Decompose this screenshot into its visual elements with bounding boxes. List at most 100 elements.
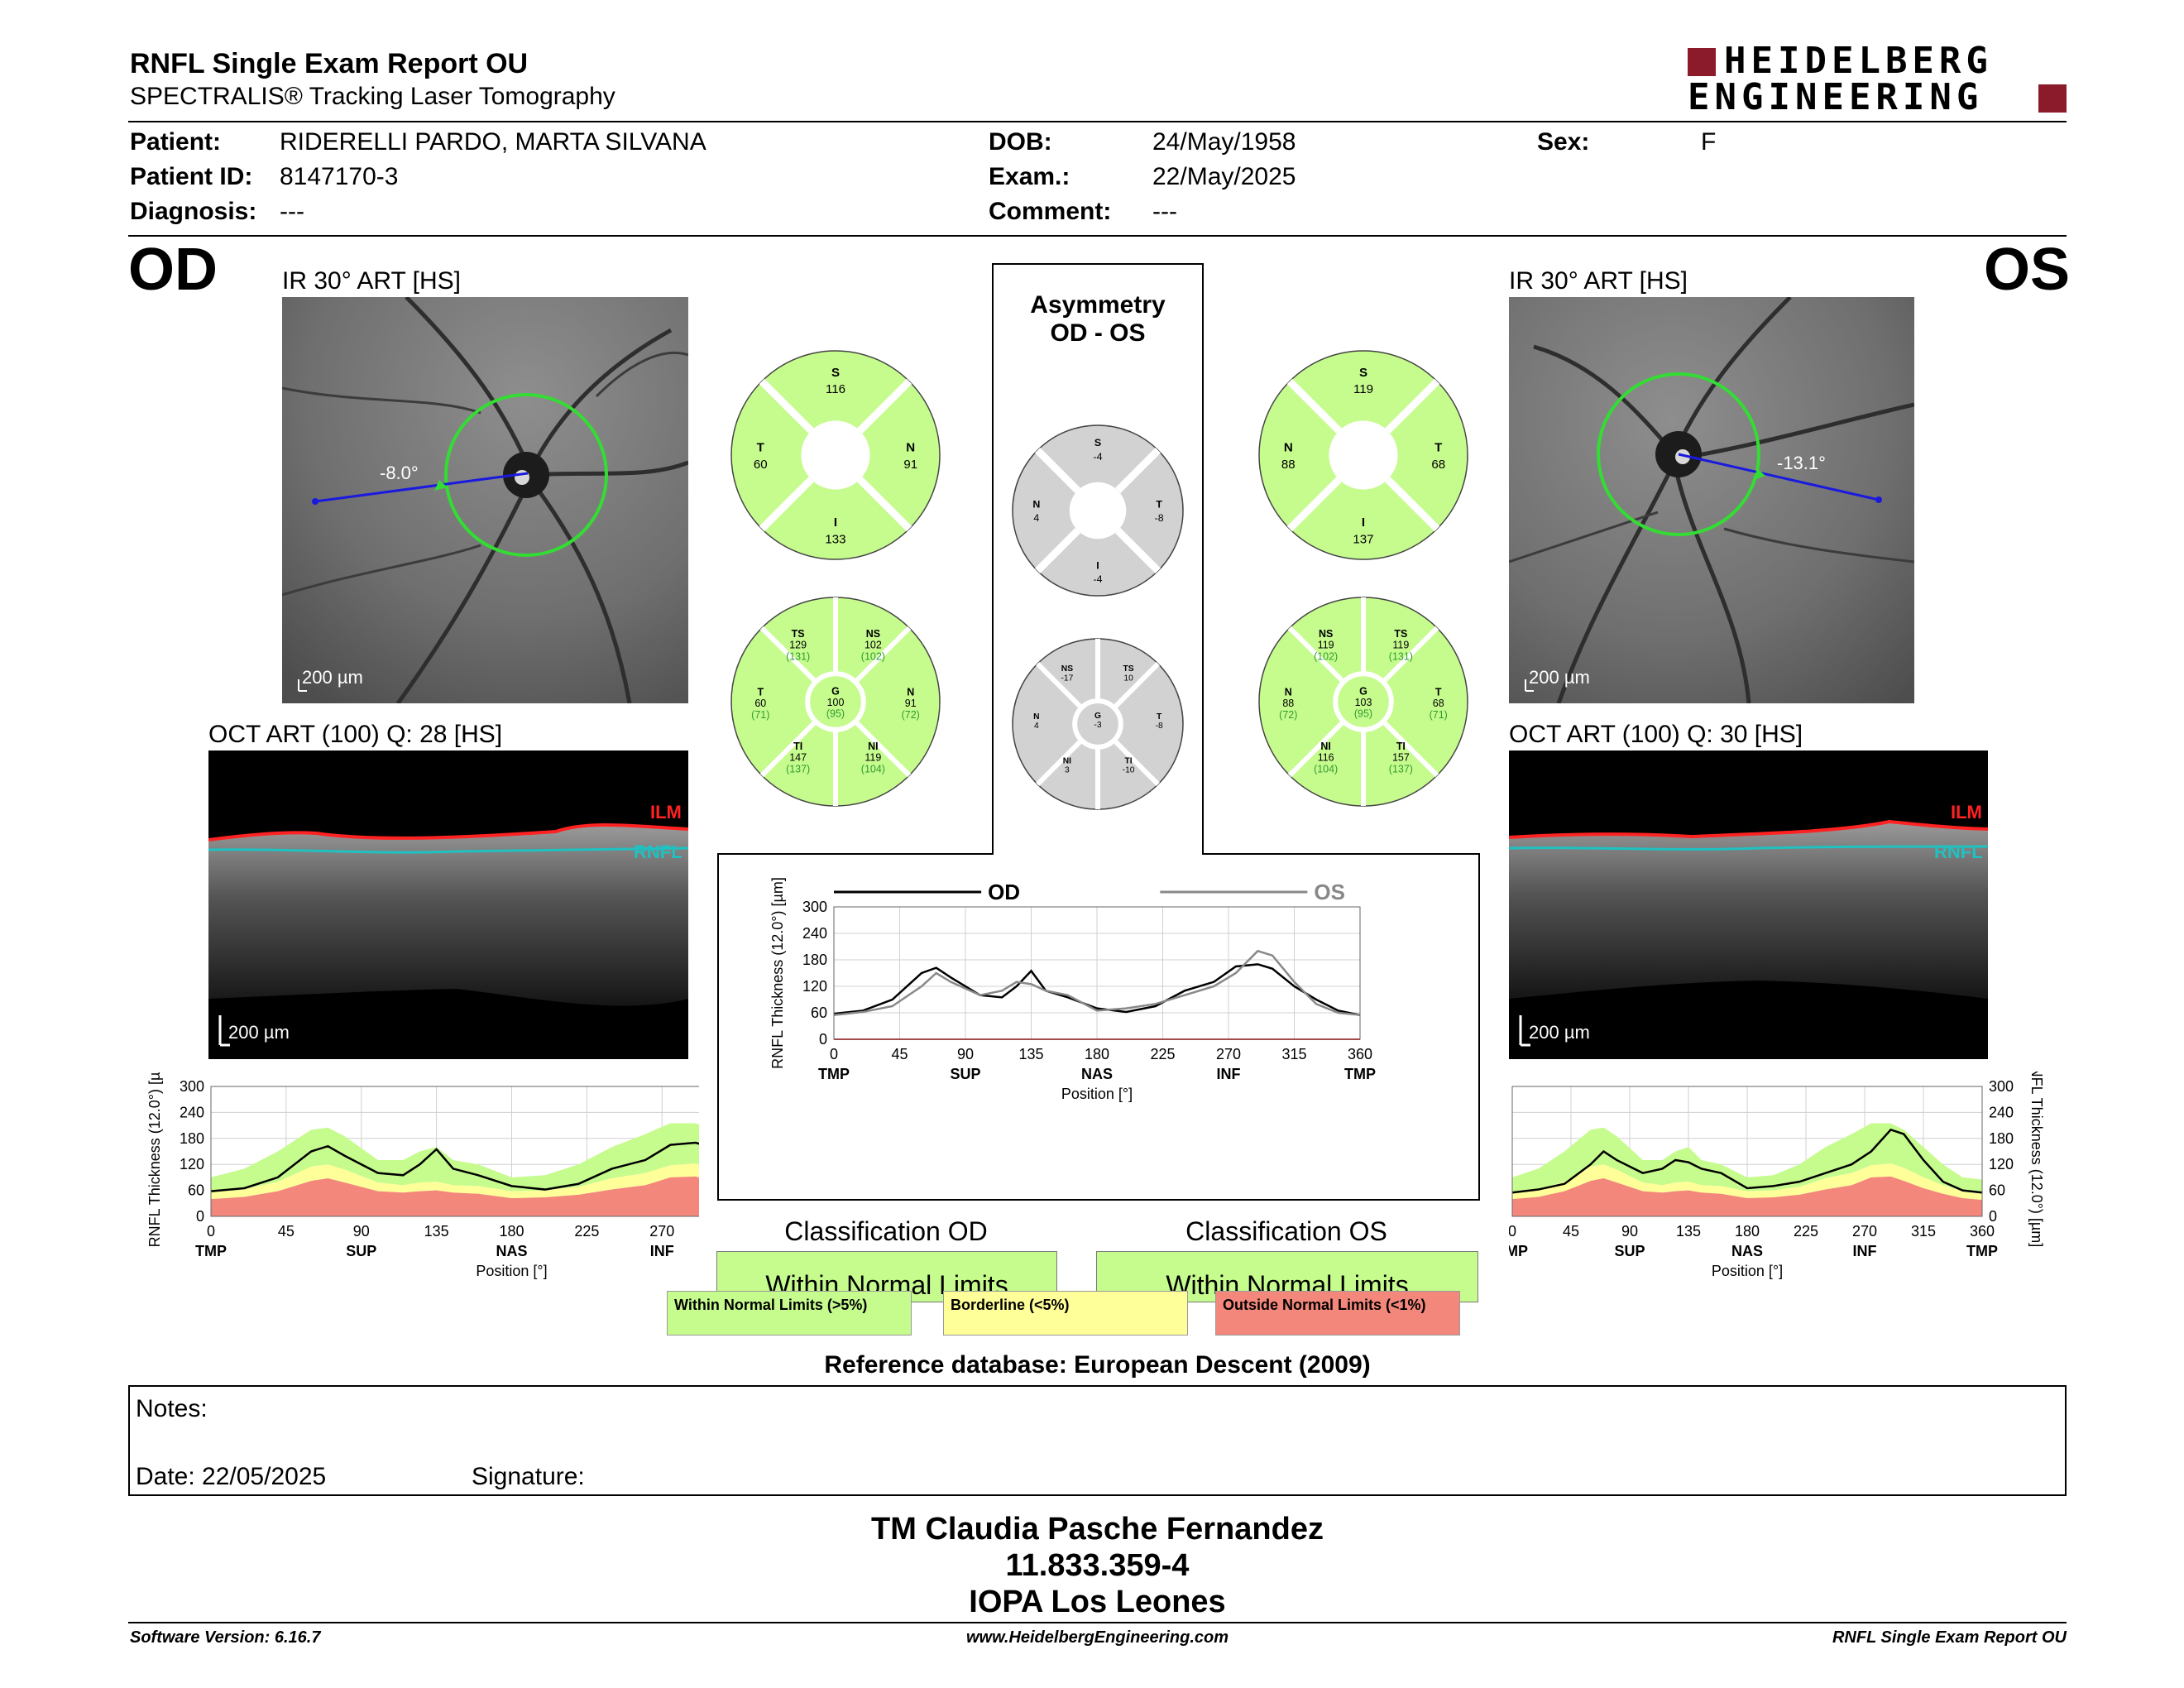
sector-s-label: S	[1094, 437, 1101, 448]
sector-t-reference: (71)	[751, 709, 769, 721]
x-tick-label: 45	[891, 1046, 908, 1062]
signature-institution: IOPA Los Leones	[969, 1585, 1226, 1619]
sector-g-reference: (95)	[1354, 708, 1372, 720]
sector-g-value: 100	[827, 697, 845, 708]
x-region-label: NAS	[1731, 1243, 1763, 1259]
signature-name: TM Claudia Pasche Fernandez	[871, 1512, 1324, 1547]
x-region-label: SUP	[346, 1243, 376, 1259]
x-tick-label: 270	[1852, 1223, 1877, 1240]
x-tick-label: 90	[1621, 1223, 1638, 1240]
band-borderline	[211, 1163, 699, 1200]
series-line-1	[833, 949, 1361, 1016]
x-tick-label: 180	[1735, 1223, 1760, 1240]
os-sector-6: NS119(102)TS119(131)N88(72)T68(71)G103(9…	[1258, 597, 1468, 807]
sector-s-value: -4	[1093, 451, 1102, 463]
sector-ts-value: 119	[1392, 640, 1409, 651]
sector-t-label: T	[1157, 712, 1162, 722]
x-region-label: TMP	[1344, 1066, 1376, 1082]
report-subtitle: SPECTRALIS® Tracking Laser Tomography	[130, 83, 615, 110]
sector-t-value: -8	[1155, 512, 1164, 524]
od-label: OD	[128, 237, 218, 303]
sector-i-label: I	[1096, 559, 1099, 571]
sector-ni-value: 116	[1318, 752, 1334, 764]
x-region-label: INF	[650, 1243, 674, 1259]
band-normal	[211, 1123, 699, 1193]
legend-label-os: OS	[1314, 880, 1345, 904]
diagnosis-value: ---	[280, 198, 304, 225]
x-tick-label: 360	[1348, 1046, 1372, 1062]
y-tick-label: 0	[1989, 1208, 1997, 1225]
band-borderline	[1512, 1163, 1982, 1201]
y-tick-label: 120	[1989, 1156, 2014, 1172]
sector-n-reference: (72)	[1279, 709, 1297, 721]
od-angle: -8.0°	[380, 463, 419, 483]
x-tick-label: 180	[1085, 1046, 1109, 1062]
asymmetry-title: Asymmetry OD - OS	[993, 291, 1203, 348]
report-title: RNFL Single Exam Report OU	[130, 48, 529, 79]
sector-n-value: 4	[1033, 512, 1039, 524]
y-tick-label: 0	[196, 1208, 204, 1225]
sector-ni-label: NI	[1320, 741, 1330, 752]
sector-n-label: N	[906, 440, 915, 454]
sector-ts-reference: (131)	[786, 650, 810, 662]
footer-report-name: RNFL Single Exam Report OU	[1832, 1628, 2067, 1647]
comment-label: Comment:	[989, 198, 1112, 225]
sector-ts-value: 10	[1123, 674, 1133, 683]
od-oct-scale: 200 µm	[228, 1022, 290, 1043]
sector-ts-reference: (131)	[1389, 650, 1413, 662]
signature-id: 11.833.359-4	[1005, 1548, 1190, 1583]
sector-ti-value: 147	[789, 752, 807, 764]
os-label: OS	[1984, 237, 2071, 303]
y-axis-label: RNFL Thickness (12.0°) [µm]	[769, 877, 786, 1069]
sector-ni-label: NI	[1063, 756, 1071, 765]
sector-t-label: T	[1435, 687, 1442, 698]
os-ir-caption: IR 30° ART [HS]	[1509, 267, 1688, 295]
comment-value: ---	[1152, 198, 1177, 225]
y-tick-label: 180	[802, 952, 827, 968]
patient-value: RIDERELLI PARDO, MARTA SILVANA	[280, 128, 706, 156]
y-axis-label: RNFL Thickness (12.0°) [µm]	[2028, 1072, 2045, 1247]
x-tick-label: 0	[830, 1046, 838, 1062]
os-oct-bscan: ILM RNFL 200 µm	[1509, 750, 1988, 1059]
x-tick-label: 180	[499, 1223, 524, 1240]
sector-ts-label: TS	[1123, 664, 1134, 674]
x-tick-label: 90	[957, 1046, 974, 1062]
x-axis-label: Position [°]	[476, 1263, 547, 1279]
x-tick-label: 0	[1509, 1223, 1516, 1240]
reference-database: Reference database: European Descent (20…	[824, 1351, 1371, 1379]
sector-ti-label: TI	[793, 741, 802, 752]
sector-t-label: T	[1434, 440, 1443, 454]
x-tick-label: 90	[353, 1223, 370, 1240]
sector-ni-reference: (104)	[861, 763, 885, 774]
sector-i-value: -4	[1093, 573, 1102, 585]
band-normal	[1512, 1123, 1982, 1194]
od-rnfl-label: RNFL	[634, 842, 682, 862]
sector-ns-value: 102	[864, 640, 882, 651]
y-tick-label: 240	[1989, 1104, 2014, 1120]
footer-software: Software Version: 6.16.7	[130, 1628, 321, 1647]
patient-id-label: Patient ID:	[130, 163, 253, 190]
sector-ti-value: -10	[1123, 766, 1135, 775]
x-tick-label: 315	[1911, 1223, 1936, 1240]
sector-n-label: N	[1284, 440, 1293, 454]
os-sector-4: S 119 N 88 T 68 I 137	[1258, 350, 1468, 560]
os-classification-title: Classification OS	[1185, 1216, 1387, 1246]
exam-label: Exam.:	[989, 163, 1070, 190]
sector-n-label: N	[1285, 687, 1292, 698]
os-ir-scale: 200 µm	[1529, 667, 1590, 688]
y-tick-label: 60	[1989, 1182, 2005, 1199]
od-ir-scale: 200 µm	[302, 667, 363, 688]
x-region-label: SUP	[1614, 1243, 1645, 1259]
notes-label: Notes:	[136, 1395, 208, 1422]
od-profile-chart: 06012018024030004590135180225270315360TM…	[146, 1072, 699, 1279]
sector-ni-reference: (104)	[1314, 763, 1338, 774]
sector-s-value: 119	[1353, 382, 1373, 396]
y-tick-label: 120	[802, 978, 827, 995]
x-tick-label: 225	[1150, 1046, 1175, 1062]
band-outside	[1512, 1176, 1982, 1216]
legend-outside: Outside Normal Limits (<1%)	[1215, 1291, 1460, 1336]
x-region-label: NAS	[1081, 1066, 1113, 1082]
dob-value: 24/May/1958	[1152, 128, 1296, 156]
od-sector-4: S 116 T 60 N 91 I 133	[730, 350, 941, 560]
sex-value: F	[1701, 128, 1717, 156]
